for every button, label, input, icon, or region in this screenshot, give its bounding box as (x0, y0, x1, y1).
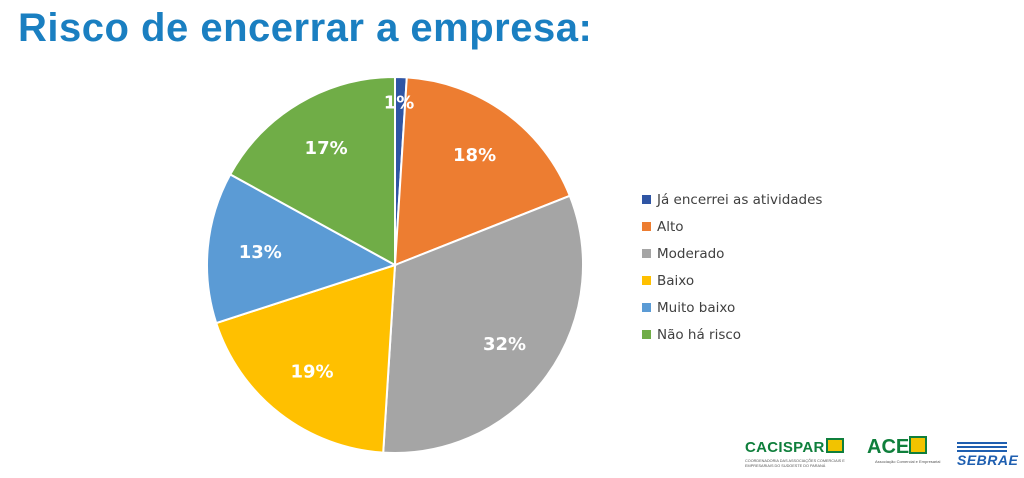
legend-swatch (642, 330, 651, 339)
legend-item-0: Já encerrei as atividades (642, 186, 822, 213)
legend-label: Alto (657, 218, 684, 235)
sebrae-logo: SEBRAE (957, 442, 1018, 468)
ace-logo-text: ACE (867, 436, 910, 458)
legend-swatch (642, 222, 651, 231)
legend-swatch (642, 276, 651, 285)
legend-swatch (642, 303, 651, 312)
pie-slice-5 (228, 75, 396, 267)
slice-data-label-2: 32% (483, 334, 526, 355)
legend-swatch (642, 195, 651, 204)
ace-logo: ACE Associação Comercial e Empresarial (867, 436, 940, 464)
slice-data-label-1: 18% (453, 145, 496, 166)
legend-item-2: Moderado (642, 240, 822, 267)
cacispar-mark-icon (825, 438, 844, 453)
legend-item-3: Baixo (642, 267, 822, 294)
legend-item-1: Alto (642, 213, 822, 240)
legend-item-4: Muito baixo (642, 294, 822, 321)
cacispar-tagline: COORDENADORIA DAS ASSOCIAÇÕES COMERCIAIS… (745, 459, 845, 468)
sebrae-bars-icon (957, 442, 1007, 452)
pie-chart: 1% 18% 32% 19% 13% 17% (206, 75, 584, 454)
cacispar-logo: CACISPAR COORDENADORIA DAS ASSOCIAÇÕES C… (745, 438, 845, 468)
legend-label: Não há risco (657, 326, 742, 343)
slice-data-label-3: 19% (290, 361, 333, 382)
pie-slice-2 (382, 194, 584, 454)
footer-logos: CACISPAR COORDENADORIA DAS ASSOCIAÇÕES C… (745, 436, 1018, 472)
legend-item-5: Não há risco (642, 321, 822, 348)
pie-slice-1 (393, 76, 572, 267)
ace-tagline: Associação Comercial e Empresarial (875, 459, 941, 464)
legend-label: Muito baixo (657, 299, 736, 316)
slice-data-label-4: 13% (239, 242, 282, 263)
pie-slice-3 (214, 263, 397, 454)
sebrae-logo-text: SEBRAE (957, 452, 1019, 468)
chart-legend: Já encerrei as atividades Alto Moderado Bai… (642, 186, 822, 348)
legend-label: Baixo (657, 272, 695, 289)
pie-slice-4 (206, 173, 398, 325)
cacispar-logo-text: CACISPAR (745, 439, 825, 456)
ace-mark-icon (909, 436, 928, 454)
page-title: Risco de encerrar a empresa: (18, 6, 593, 50)
slice-data-label-5: 17% (305, 138, 348, 159)
legend-swatch (642, 249, 651, 258)
legend-label: Moderado (657, 245, 725, 262)
slice-data-label-0: 1% (384, 93, 415, 114)
legend-label: Já encerrei as atividades (657, 191, 823, 208)
